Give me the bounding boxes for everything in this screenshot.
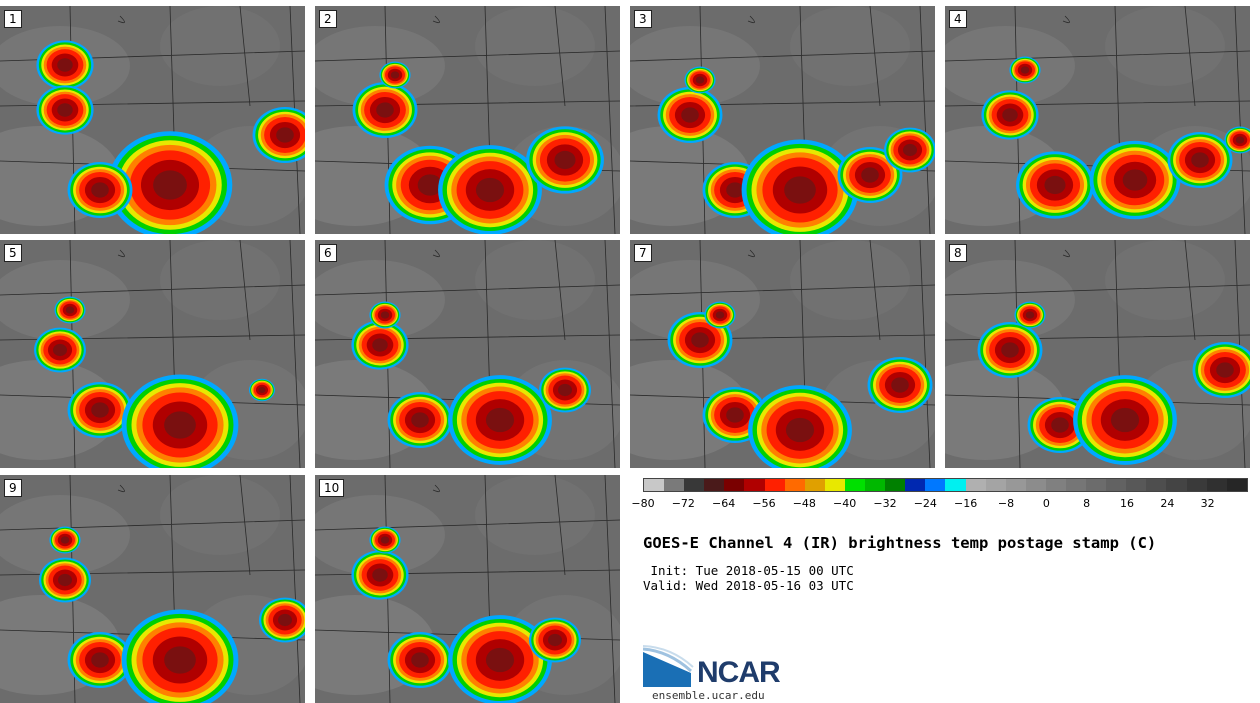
satellite-map-2 (315, 6, 620, 234)
colorbar-swatch (1086, 479, 1107, 491)
stamp-panel-1: 1 (0, 6, 305, 234)
valid-time: Valid: Wed 2018-05-16 03 UTC (643, 578, 854, 593)
colorbar-swatch (1126, 479, 1147, 491)
colorbar-swatch (905, 479, 926, 491)
satellite-map-3 (630, 6, 935, 234)
colorbar-tick-label: 8 (1083, 497, 1091, 510)
colorbar-swatch (1206, 479, 1227, 491)
colorbar-swatch (784, 479, 805, 491)
ncar-logo-icon (643, 645, 694, 687)
colorbar-swatch (1025, 479, 1046, 491)
panel-number-9: 9 (4, 479, 22, 497)
stamp-panel-2: 2 (315, 6, 620, 234)
colorbar-swatch (724, 479, 745, 491)
colorbar-tick-label: −24 (913, 497, 937, 510)
panel-number-4: 4 (949, 10, 967, 28)
colorbar-tick-label: −80 (631, 497, 655, 510)
colorbar-swatch (704, 479, 725, 491)
init-time: Init: Tue 2018-05-15 00 UTC (643, 563, 854, 578)
colorbar-tick-label: −48 (792, 497, 816, 510)
stamp-panel-6: 6 (315, 240, 620, 468)
panel-number-6: 6 (319, 244, 337, 262)
colorbar-ticks: −80 −72 −64 −56 −48 −40 −32 −24 −16 −8 0 8 16 24 32 (631, 497, 1248, 513)
colorbar-swatch (985, 479, 1006, 491)
colorbar-swatch (1106, 479, 1127, 491)
satellite-image (315, 6, 620, 234)
panel-number-5: 5 (4, 244, 22, 262)
satellite-image (0, 240, 305, 468)
stamp-panel-10: 10 (315, 475, 620, 703)
colorbar-tick-label: −16 (954, 497, 978, 510)
colorbar-swatch (965, 479, 986, 491)
colorbar-swatch (1065, 479, 1087, 491)
satellite-image (945, 6, 1250, 234)
satellite-image (630, 240, 935, 468)
satellite-image (315, 240, 620, 468)
panel-number-8: 8 (949, 244, 967, 262)
colorbar-swatch (644, 479, 665, 491)
satellite-map-4 (945, 6, 1250, 234)
satellite-map-10 (315, 475, 620, 703)
colorbar-tick-label: 32 (1200, 497, 1215, 510)
colorbar-swatch (1226, 479, 1247, 491)
satellite-map-7 (630, 240, 935, 468)
colorbar-tick-label: 24 (1160, 497, 1175, 510)
colorbar-swatch (744, 479, 765, 491)
panel-number-3: 3 (634, 10, 652, 28)
satellite-image (630, 6, 935, 234)
satellite-map-8 (945, 240, 1250, 468)
colorbar-swatch (664, 479, 685, 491)
colorbar (643, 478, 1248, 492)
colorbar-swatch (824, 479, 845, 491)
stamp-panel-7: 7 (630, 240, 935, 468)
stamp-panel-9: 9 (0, 475, 305, 703)
colorbar-swatch (1005, 479, 1026, 491)
colorbar-swatch (1166, 479, 1187, 491)
panel-number-10: 10 (319, 479, 345, 497)
colorbar-swatch (1186, 479, 1207, 491)
satellite-image (945, 240, 1250, 468)
panel-number-2: 2 (319, 10, 337, 28)
panel-number-1: 1 (4, 10, 22, 28)
satellite-map-6 (315, 240, 620, 468)
ncar-logo-text: NCAR (697, 656, 781, 689)
colorbar-tick-label: 0 (1042, 497, 1050, 510)
colorbar-tick-label: −40 (833, 497, 857, 510)
colorbar-tick-label: −8 (997, 497, 1015, 510)
colorbar-tick-label: 16 (1120, 497, 1134, 510)
colorbar-swatch (865, 479, 886, 491)
colorbar-swatch (1146, 479, 1167, 491)
stamp-panel-4: 4 (945, 6, 1250, 234)
satellite-image (0, 475, 305, 703)
stamp-panel-3: 3 (630, 6, 935, 234)
colorbar-tick-label: −64 (712, 497, 736, 510)
colorbar-tick-label: −72 (671, 497, 695, 510)
stamp-panel-5: 5 (0, 240, 305, 468)
satellite-image (0, 6, 305, 234)
ensemble-url: ensemble.ucar.edu (652, 689, 765, 702)
satellite-map-1 (0, 6, 305, 234)
colorbar-swatch (844, 479, 866, 491)
colorbar-tick-label: −56 (752, 497, 776, 510)
colorbar-swatch (684, 479, 705, 491)
figure-title: GOES-E Channel 4 (IR) brightness temp po… (643, 534, 1157, 552)
colorbar-swatch (764, 479, 785, 491)
satellite-map-5 (0, 240, 305, 468)
colorbar-swatch (1045, 479, 1066, 491)
colorbar-tick-label: −32 (873, 497, 897, 510)
colorbar-swatch (804, 479, 825, 491)
colorbar-swatch (925, 479, 946, 491)
satellite-map-9 (0, 475, 305, 703)
stamp-panel-8: 8 (945, 240, 1250, 468)
satellite-image (315, 475, 620, 703)
colorbar-swatch (945, 479, 966, 491)
panel-number-7: 7 (634, 244, 652, 262)
colorbar-swatch (885, 479, 906, 491)
